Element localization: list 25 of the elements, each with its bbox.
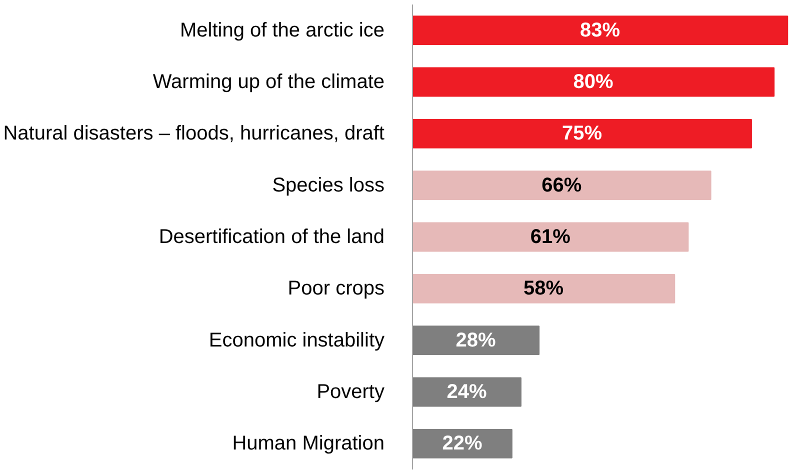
data-label: 24% <box>446 381 487 403</box>
bar <box>412 16 788 46</box>
y-tick-label: Economic instability <box>208 329 384 352</box>
y-tick-label: Poverty <box>316 381 385 403</box>
data-label: 80% <box>573 71 614 93</box>
bar <box>412 118 752 148</box>
y-tick-label: Poor crops <box>288 278 385 300</box>
data-label: 75% <box>562 122 602 145</box>
data-label: 28% <box>456 329 496 352</box>
bar <box>412 67 775 97</box>
bar <box>412 222 689 252</box>
y-tick-label: Warming up of the climate <box>152 71 385 93</box>
data-label: 58% <box>524 278 564 300</box>
data-label: 61% <box>530 226 571 248</box>
data-label: 22% <box>442 432 482 455</box>
y-tick-label: Human Migration <box>232 432 385 455</box>
bar <box>412 274 676 304</box>
y-tick-label: Melting of the arctic ice <box>180 19 384 42</box>
data-label: 66% <box>542 174 582 196</box>
bar <box>412 326 540 356</box>
bar <box>412 170 712 200</box>
data-label: 83% <box>580 19 620 42</box>
y-tick-label: Desertification of the land <box>158 226 385 248</box>
y-tick-label: Natural disasters – floods, hurricanes, draft <box>3 122 385 145</box>
y-tick-label: Species loss <box>272 174 385 196</box>
